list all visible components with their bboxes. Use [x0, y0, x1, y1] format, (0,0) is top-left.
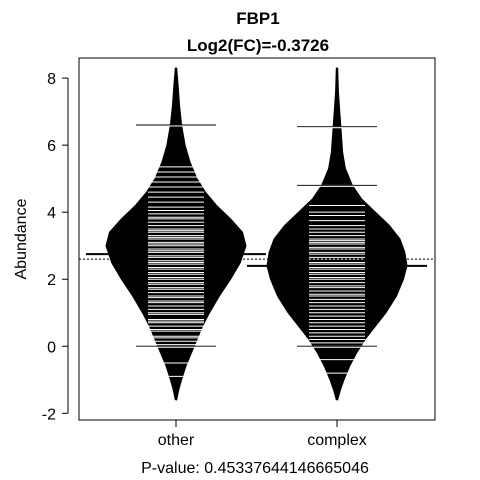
y-tick-label: 6 — [47, 138, 56, 155]
chart-title: FBP1 — [236, 9, 279, 28]
beans-layer — [105, 67, 408, 401]
x-tick-label-complex: complex — [307, 432, 367, 449]
mean-lines-layer — [86, 253, 427, 267]
x-axis: other complex — [158, 419, 367, 449]
y-tick-label: -2 — [42, 406, 56, 423]
y-tick-label: 8 — [47, 71, 56, 88]
y-axis-label: Abundance — [13, 198, 30, 279]
x-tick-label-other: other — [158, 432, 195, 449]
p-value-footer: P-value: 0.45337644146665046 — [141, 460, 369, 477]
bean-shape-complex — [266, 67, 408, 401]
y-tick-label: 2 — [47, 272, 56, 289]
chart-subtitle: Log2(FC)=-0.3726 — [187, 36, 329, 55]
bean-shape-other — [105, 67, 247, 401]
y-tick-label: 4 — [47, 205, 56, 222]
y-tick-label: 0 — [47, 339, 56, 356]
y-axis: -2 0 2 4 6 8 — [42, 71, 69, 423]
